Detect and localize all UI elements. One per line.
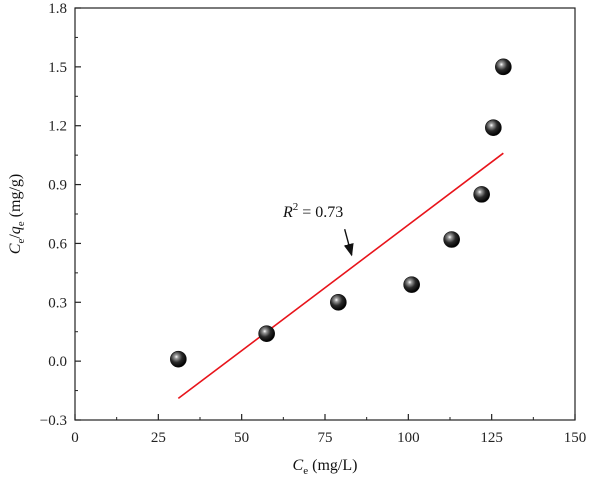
data-point (495, 58, 512, 76)
data-point (443, 231, 460, 248)
data-point (485, 119, 502, 136)
y-tick-label: 1.8 (48, 1, 67, 17)
annotation-r: R (282, 204, 293, 221)
y-tick-label: 1.5 (48, 60, 67, 76)
data-point (330, 293, 347, 311)
x-tick-label: 0 (71, 430, 79, 446)
y-tick-label: −0.3 (40, 413, 67, 429)
x-tick-label: 50 (234, 430, 249, 446)
x-tick-label: 150 (564, 430, 587, 446)
data-point (403, 276, 420, 293)
y-tick-label: 0.6 (48, 236, 67, 252)
x-axis-label: Ce (mg/L) (293, 457, 358, 477)
data-points (170, 58, 512, 368)
x-tick-label: 125 (480, 430, 503, 446)
r-squared-annotation: R2 = 0.73 (282, 201, 354, 257)
x-tick-label: 100 (397, 430, 420, 446)
annotation-sup: 2 (293, 201, 299, 213)
data-point (170, 350, 187, 368)
x-tick-label: 75 (318, 430, 333, 446)
x-axis-ticks: 0 25 50 75 100 125 150 (71, 414, 586, 446)
annotation-value: = 0.73 (298, 204, 343, 221)
svg-text:R2 = 0.73: R2 = 0.73 (282, 201, 343, 221)
x-tick-label: 25 (151, 430, 166, 446)
y-tick-label: 0.0 (48, 354, 67, 370)
annotation-arrow (343, 229, 354, 257)
linear-fit-line (177, 152, 504, 400)
y-tick-label: 0.9 (48, 178, 67, 194)
y-axis-ticks: −0.3 0.0 0.3 0.6 0.9 1.2 1.5 1.8 (40, 1, 81, 429)
data-point (258, 325, 275, 342)
y-tick-label: 1.2 (48, 119, 67, 135)
y-axis-label: Ce/qe (mg/g) (7, 174, 27, 254)
data-point (473, 186, 490, 203)
y-tick-label: 0.3 (48, 295, 67, 311)
